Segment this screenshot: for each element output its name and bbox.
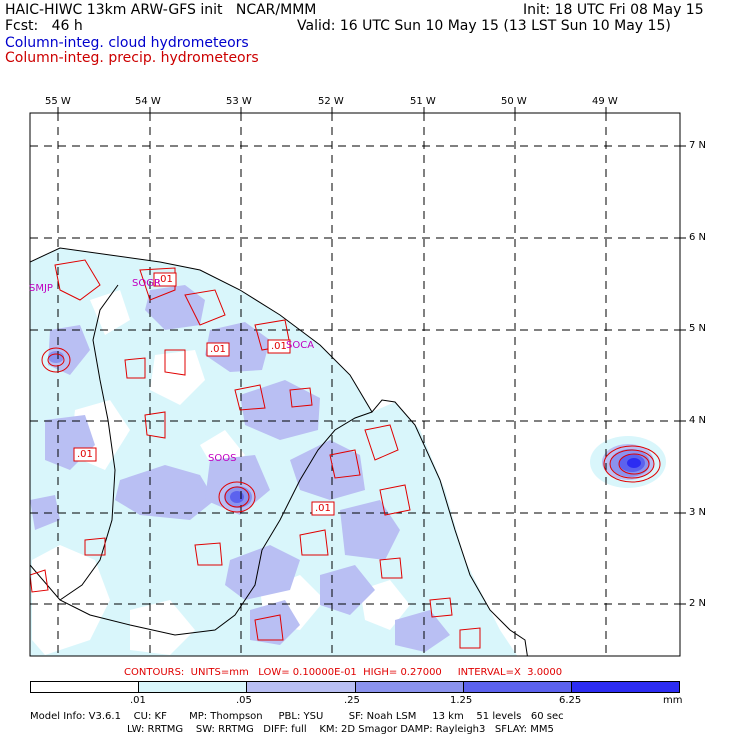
- colorbar: [30, 681, 680, 693]
- lat-label-5n: 5 N: [689, 323, 707, 334]
- precip-contours: [30, 259, 661, 649]
- lon-label-50w: 50 W: [501, 96, 527, 107]
- map-frame: [29, 112, 681, 657]
- contour-label: .01: [77, 449, 93, 460]
- model-info-line2: LW: RRTMG SW: RRTMG DIFF: full KM: 2D Sm…: [127, 724, 554, 735]
- colorbar-bin: [571, 682, 680, 692]
- lon-label-51w: 51 W: [410, 96, 436, 107]
- contour-label-boxes: [73, 272, 335, 516]
- lat-label-3n: 3 N: [689, 507, 707, 518]
- colorbar-tick: 1.25: [450, 695, 473, 706]
- lat-label-2n: 2 N: [689, 598, 707, 609]
- colorbar-bin: [247, 682, 356, 692]
- lon-label-53w: 53 W: [226, 96, 252, 107]
- precip-field-label: Column-integ. precip. hydrometeors: [5, 50, 259, 66]
- lon-label-49w: 49 W: [592, 96, 618, 107]
- lon-label-55w: 55 W: [45, 96, 71, 107]
- station-label-soos: SOOS: [208, 453, 237, 464]
- colorbar-bin: [139, 682, 248, 692]
- lat-ticks: [680, 145, 686, 605]
- lat-label-7n: 7 N: [689, 140, 707, 151]
- station-label-soca: SOCA: [286, 340, 315, 351]
- contour-label: .01: [271, 341, 287, 352]
- contour-label: .01: [315, 503, 331, 514]
- contour-label: .01: [157, 274, 173, 285]
- lat-label-6n: 6 N: [689, 232, 707, 243]
- country-borders: [30, 284, 373, 636]
- valid-time: Valid: 16 UTC Sun 10 May 15 (13 LST Sun …: [297, 18, 671, 34]
- station-label-smjp: SMJP: [29, 283, 53, 294]
- model-info-line1: Model Info: V3.6.1 CU: KF MP: Thompson P…: [30, 711, 564, 722]
- coastline: [30, 247, 528, 656]
- lat-label-4n: 4 N: [689, 415, 707, 426]
- colorbar-bin: [463, 682, 572, 692]
- contour-info: CONTOURS: UNITS=mm LOW= 0.10000E-01 HIGH…: [124, 667, 563, 678]
- lon-label-52w: 52 W: [318, 96, 344, 107]
- colorbar-tick: .01: [130, 695, 146, 706]
- colorbar-tick: 6.25: [559, 695, 582, 706]
- colorbar-bin: [355, 682, 464, 692]
- colorbar-tick: .05: [236, 695, 252, 706]
- init-time: Init: 18 UTC Fri 08 May 15: [523, 2, 704, 18]
- station-label-sogr: SOGR: [132, 278, 161, 289]
- cloud-shading-peak: [627, 458, 641, 468]
- cloud-shading-gaps: [32, 290, 410, 655]
- lat-lon-grid: [30, 113, 680, 656]
- colorbar-bin: [31, 682, 140, 692]
- forecast-hour: Fcst: 46 h: [5, 18, 83, 34]
- lon-ticks: [57, 107, 607, 113]
- colorbar-tick: .25: [344, 695, 360, 706]
- colorbar-units: mm: [663, 695, 683, 706]
- cloud-field-label: Column-integ. cloud hydrometeors: [5, 35, 249, 51]
- lon-label-54w: 54 W: [135, 96, 161, 107]
- contour-label: .01: [210, 344, 226, 355]
- model-title: HAIC-HIWC 13km ARW-GFS init NCAR/MMM: [5, 2, 317, 18]
